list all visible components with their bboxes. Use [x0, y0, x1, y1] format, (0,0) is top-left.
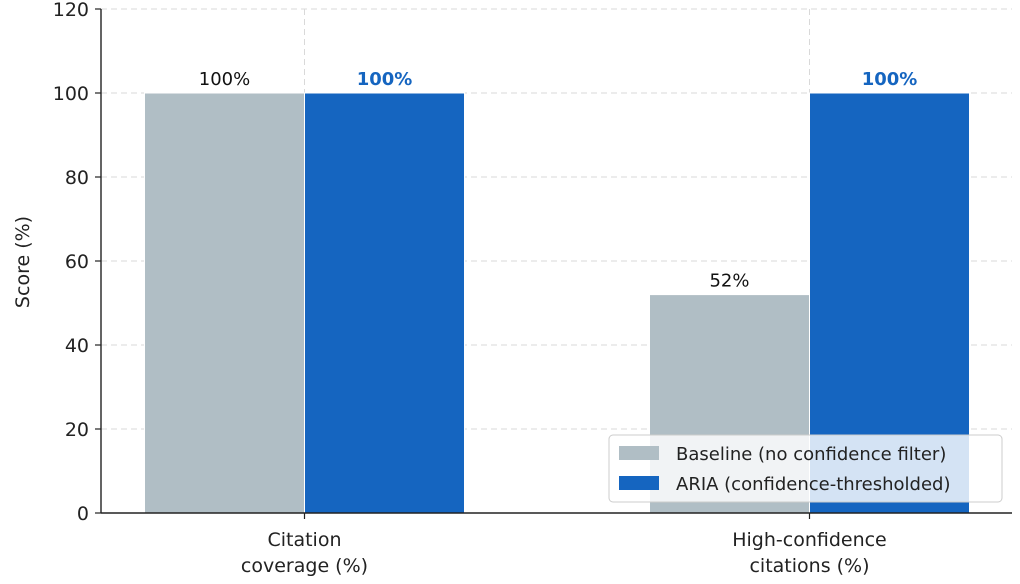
bar-baseline-0	[144, 92, 305, 514]
legend-label: Baseline (no confidence filter)	[676, 444, 946, 465]
legend: Baseline (no confidence filter) ARIA (con…	[608, 434, 1003, 503]
y-tick-label: 60	[65, 251, 89, 273]
y-tick-label: 0	[77, 503, 89, 525]
data-label: 52%	[709, 271, 749, 292]
legend-label: ARIA (confidence-thresholded)	[676, 474, 951, 495]
y-tick-label: 80	[65, 167, 89, 189]
legend-swatch	[619, 446, 659, 460]
y-tick-label: 120	[53, 0, 89, 21]
x-tick-label: High-confidence	[732, 529, 887, 551]
x-tick-label: coverage (%)	[241, 555, 368, 577]
x-tick-label: Citation	[267, 529, 341, 551]
data-label: 100%	[199, 69, 250, 90]
data-label: 100%	[862, 69, 918, 90]
data-label: 100%	[357, 69, 413, 90]
y-tick-label: 100	[53, 83, 89, 105]
y-tick-label: 20	[65, 419, 89, 441]
legend-swatch	[619, 476, 659, 490]
y-tick-label: 40	[65, 335, 89, 357]
legend-box	[608, 434, 1003, 503]
data-labels: 100% 52% 100% 100%	[199, 69, 918, 292]
bar-aria-0	[304, 92, 465, 514]
axes: 0 20 40 60 80 100 120 Citation coverage (%) High-…	[53, 0, 1012, 577]
x-tick-label: citations (%)	[749, 555, 869, 577]
y-axis-title: Score (%)	[12, 216, 34, 308]
